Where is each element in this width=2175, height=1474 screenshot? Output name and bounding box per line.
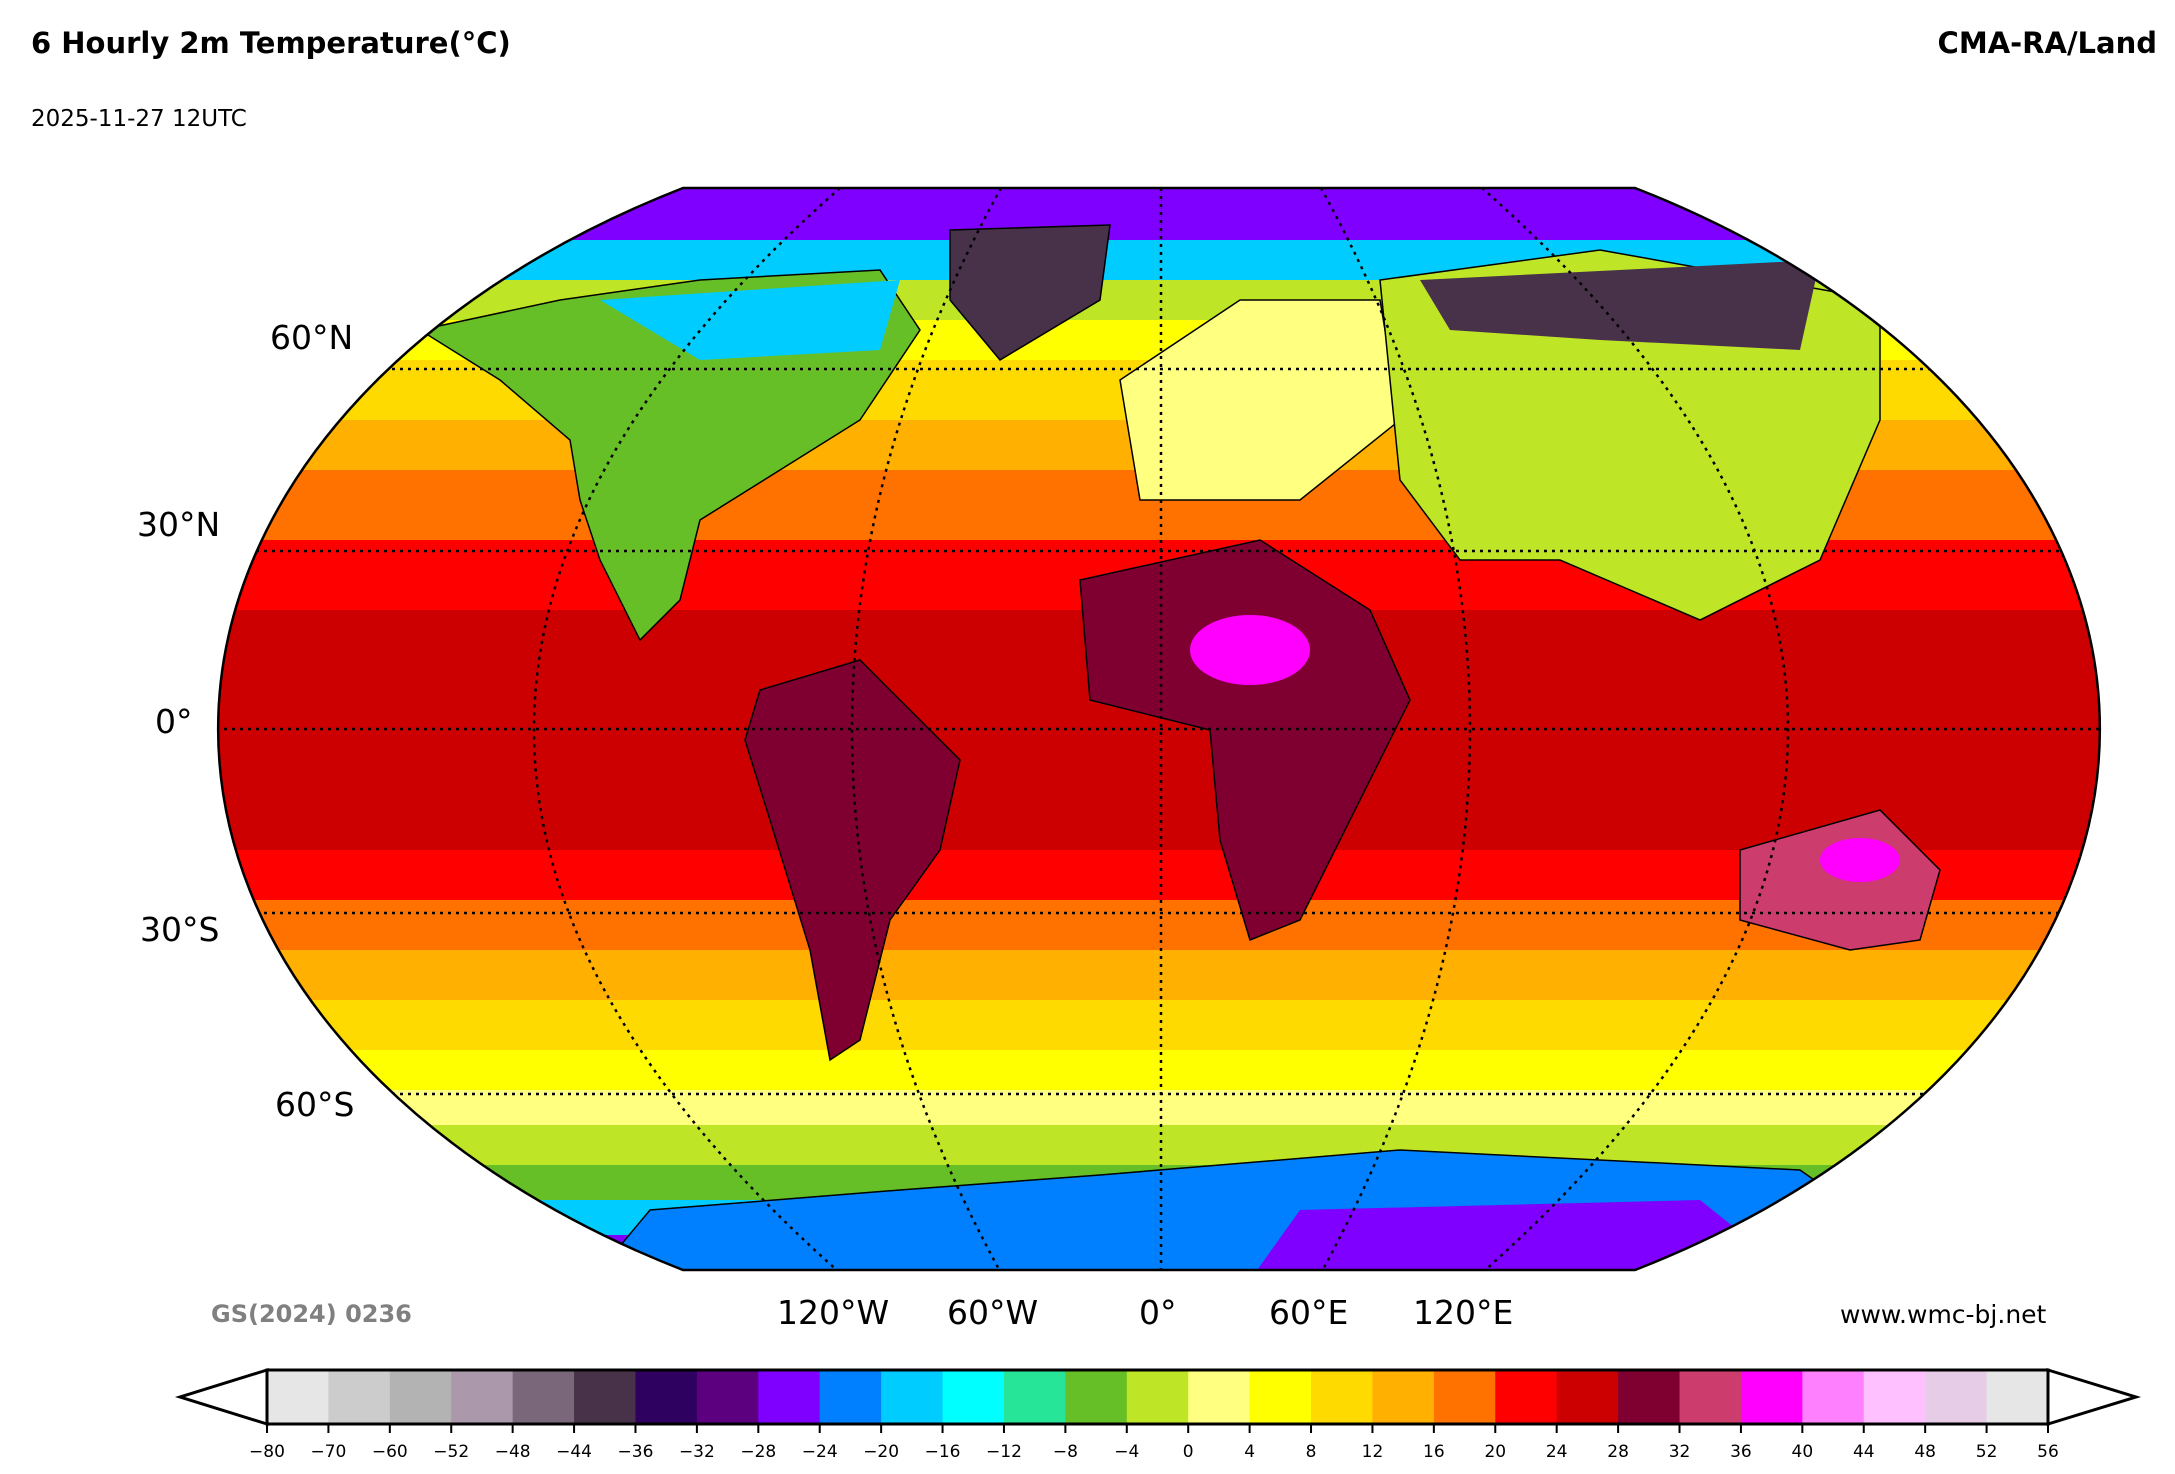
lon-label-0: 0°	[1139, 1293, 1177, 1332]
colorbar-segment	[1065, 1370, 1128, 1424]
lat-label-30n: 30°N	[137, 505, 221, 544]
colorbar-tick-label: 40	[1792, 1442, 1814, 1462]
colorbar: −80 −70 −60 −52 −48 −44 −36 −32 −28 −24 −20 −16 −12−…	[174, 1367, 2142, 1462]
colorbar-tick-label: 16	[1423, 1442, 1445, 1462]
colorbar-extend-high	[2046, 1367, 2142, 1427]
colorbar-tick-label: −12	[986, 1442, 1022, 1462]
colorbar-segment	[1863, 1370, 1926, 1424]
colorbar-tick-label: −20	[863, 1442, 899, 1462]
lon-label-60e: 60°E	[1269, 1293, 1349, 1332]
colorbar-segment	[696, 1370, 759, 1424]
colorbar-tick-label: −24	[802, 1442, 838, 1462]
colorbar-segment	[1249, 1370, 1312, 1424]
colorbar-segment	[451, 1370, 514, 1424]
valid-time-label: 2025-11-27 12UTC	[31, 106, 247, 132]
colorbar-segment	[1495, 1370, 1558, 1424]
lat-label-30s: 30°S	[140, 910, 220, 949]
lat-label-60n: 60°N	[270, 318, 354, 357]
colorbar-segment	[328, 1370, 391, 1424]
colorbar-segment	[881, 1370, 944, 1424]
colorbar-tick-label: 8	[1306, 1442, 1317, 1462]
colorbar-segment	[1311, 1370, 1373, 1424]
colorbar-tick-label: −28	[740, 1442, 776, 1462]
colorbar-segment	[574, 1370, 636, 1424]
website-label: www.wmc-bj.net	[1840, 1300, 2047, 1329]
colorbar-segment	[1679, 1370, 1742, 1424]
colorbar-segment	[1802, 1370, 1865, 1424]
colorbar-segment	[1556, 1370, 1619, 1424]
lon-label-120e: 120°E	[1413, 1293, 1514, 1332]
colorbar-tick-label: 0	[1183, 1442, 1194, 1462]
colorbar-tick-label: −16	[925, 1442, 961, 1462]
lon-label-60w: 60°W	[947, 1293, 1039, 1332]
colorbar-tick-label: −48	[495, 1442, 531, 1462]
colorbar-segment	[1618, 1370, 1681, 1424]
graticule	[218, 188, 2100, 1270]
colorbar-extend-low	[174, 1367, 269, 1427]
colorbar-tick-label: 48	[1914, 1442, 1936, 1462]
colorbar-segment	[758, 1370, 821, 1424]
chart-title: 6 Hourly 2m Temperature(°C)	[31, 26, 511, 60]
colorbar-tick-label: −4	[1114, 1442, 1139, 1462]
colorbar-segment	[1188, 1370, 1251, 1424]
colorbar-tick-label: −70	[310, 1442, 346, 1462]
colorbar-tick-label: 28	[1607, 1442, 1629, 1462]
colorbar-segment	[942, 1370, 1005, 1424]
colorbar-segment	[1740, 1370, 1803, 1424]
colorbar-tick-label: −8	[1053, 1442, 1078, 1462]
colorbar-segment	[267, 1370, 329, 1424]
colorbar-segment	[1433, 1370, 1496, 1424]
colorbar-tick-label: 52	[1976, 1442, 1998, 1462]
colorbar-segment	[512, 1370, 575, 1424]
colorbar-tick-label: 4	[1244, 1442, 1255, 1462]
australia	[1739, 809, 1941, 951]
lon-label-120w: 120°W	[777, 1293, 890, 1332]
colorbar-segment	[1925, 1370, 1988, 1424]
colorbar-tick-label: −32	[679, 1442, 715, 1462]
colorbar-tick-label: 24	[1546, 1442, 1568, 1462]
colorbar-segment	[1986, 1370, 2049, 1424]
data-source-label: CMA-RA/Land	[1937, 26, 2157, 60]
colorbar-tick-label: 36	[1730, 1442, 1752, 1462]
colorbar-segment	[635, 1370, 698, 1424]
lat-label-60s: 60°S	[275, 1085, 355, 1124]
colorbar-segment	[1372, 1370, 1435, 1424]
colorbar-tick-label: −52	[433, 1442, 469, 1462]
africa	[1079, 539, 1411, 942]
colorbar-outline	[265, 1368, 2050, 1426]
colorbar-tick-label: −36	[618, 1442, 654, 1462]
colorbar-tick-label: −80	[249, 1442, 285, 1462]
map-review-number: GS(2024) 0236	[211, 1300, 412, 1328]
colorbar-tick-label: 44	[1853, 1442, 1875, 1462]
colorbar-tick-label: 32	[1669, 1442, 1691, 1462]
south-america	[744, 659, 961, 1062]
lat-label-equator: 0°	[155, 702, 193, 741]
colorbar-tick-label: 20	[1484, 1442, 1506, 1462]
colorbar-tick-label: 56	[2037, 1442, 2059, 1462]
colorbar-segment	[819, 1370, 882, 1424]
north-america	[418, 269, 921, 642]
map-boundary	[216, 186, 2102, 1272]
colorbar-segment	[1003, 1370, 1066, 1424]
colorbar-tick-label: −60	[372, 1442, 408, 1462]
colorbar-tick-label: −44	[556, 1442, 592, 1462]
colorbar-segment	[389, 1370, 452, 1424]
colorbar-tick-label: 12	[1362, 1442, 1384, 1462]
colorbar-segment	[1126, 1370, 1189, 1424]
